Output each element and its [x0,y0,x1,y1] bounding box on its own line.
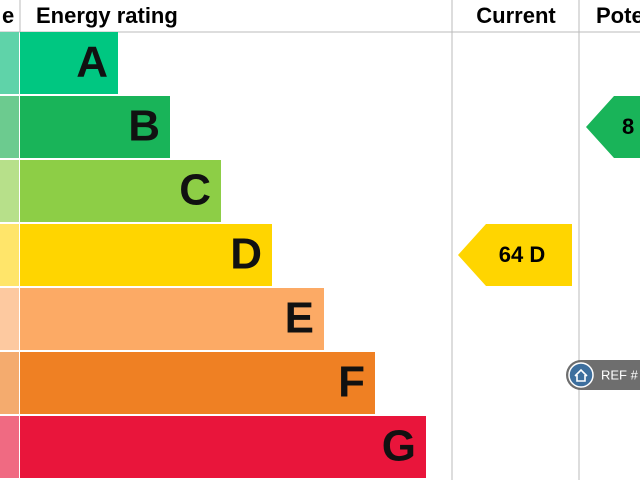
header-potential: Pote [596,3,640,28]
rating-letter: F [338,358,365,407]
rating-letter: B [128,102,160,151]
rating-band [20,224,272,286]
rating-band [20,416,426,478]
score-cell [0,352,19,414]
rating-band [20,288,324,350]
potential-arrow [586,96,640,158]
score-cell [0,416,19,478]
rating-band [20,160,221,222]
rating-letter: C [179,166,211,215]
rating-letter: G [382,422,416,471]
current-rating: 64 D [499,242,545,267]
score-cell [0,288,19,350]
current-arrow [458,224,572,286]
score-cell [0,96,19,158]
header-score: e [2,3,14,28]
header-current: Current [476,3,556,28]
score-cell [0,32,19,94]
rating-band [20,96,170,158]
watermark-text: REF # [601,367,639,382]
watermark-icon [568,362,594,388]
home-icon [574,368,588,382]
rating-band [20,32,118,94]
rating-band [20,352,375,414]
rating-letter: D [230,230,262,279]
rating-letter: E [285,294,314,343]
score-cell [0,160,19,222]
potential-rating: 8 [622,114,634,139]
header-energy-rating: Energy rating [36,3,178,28]
score-cell [0,224,19,286]
rating-letter: A [76,38,108,87]
